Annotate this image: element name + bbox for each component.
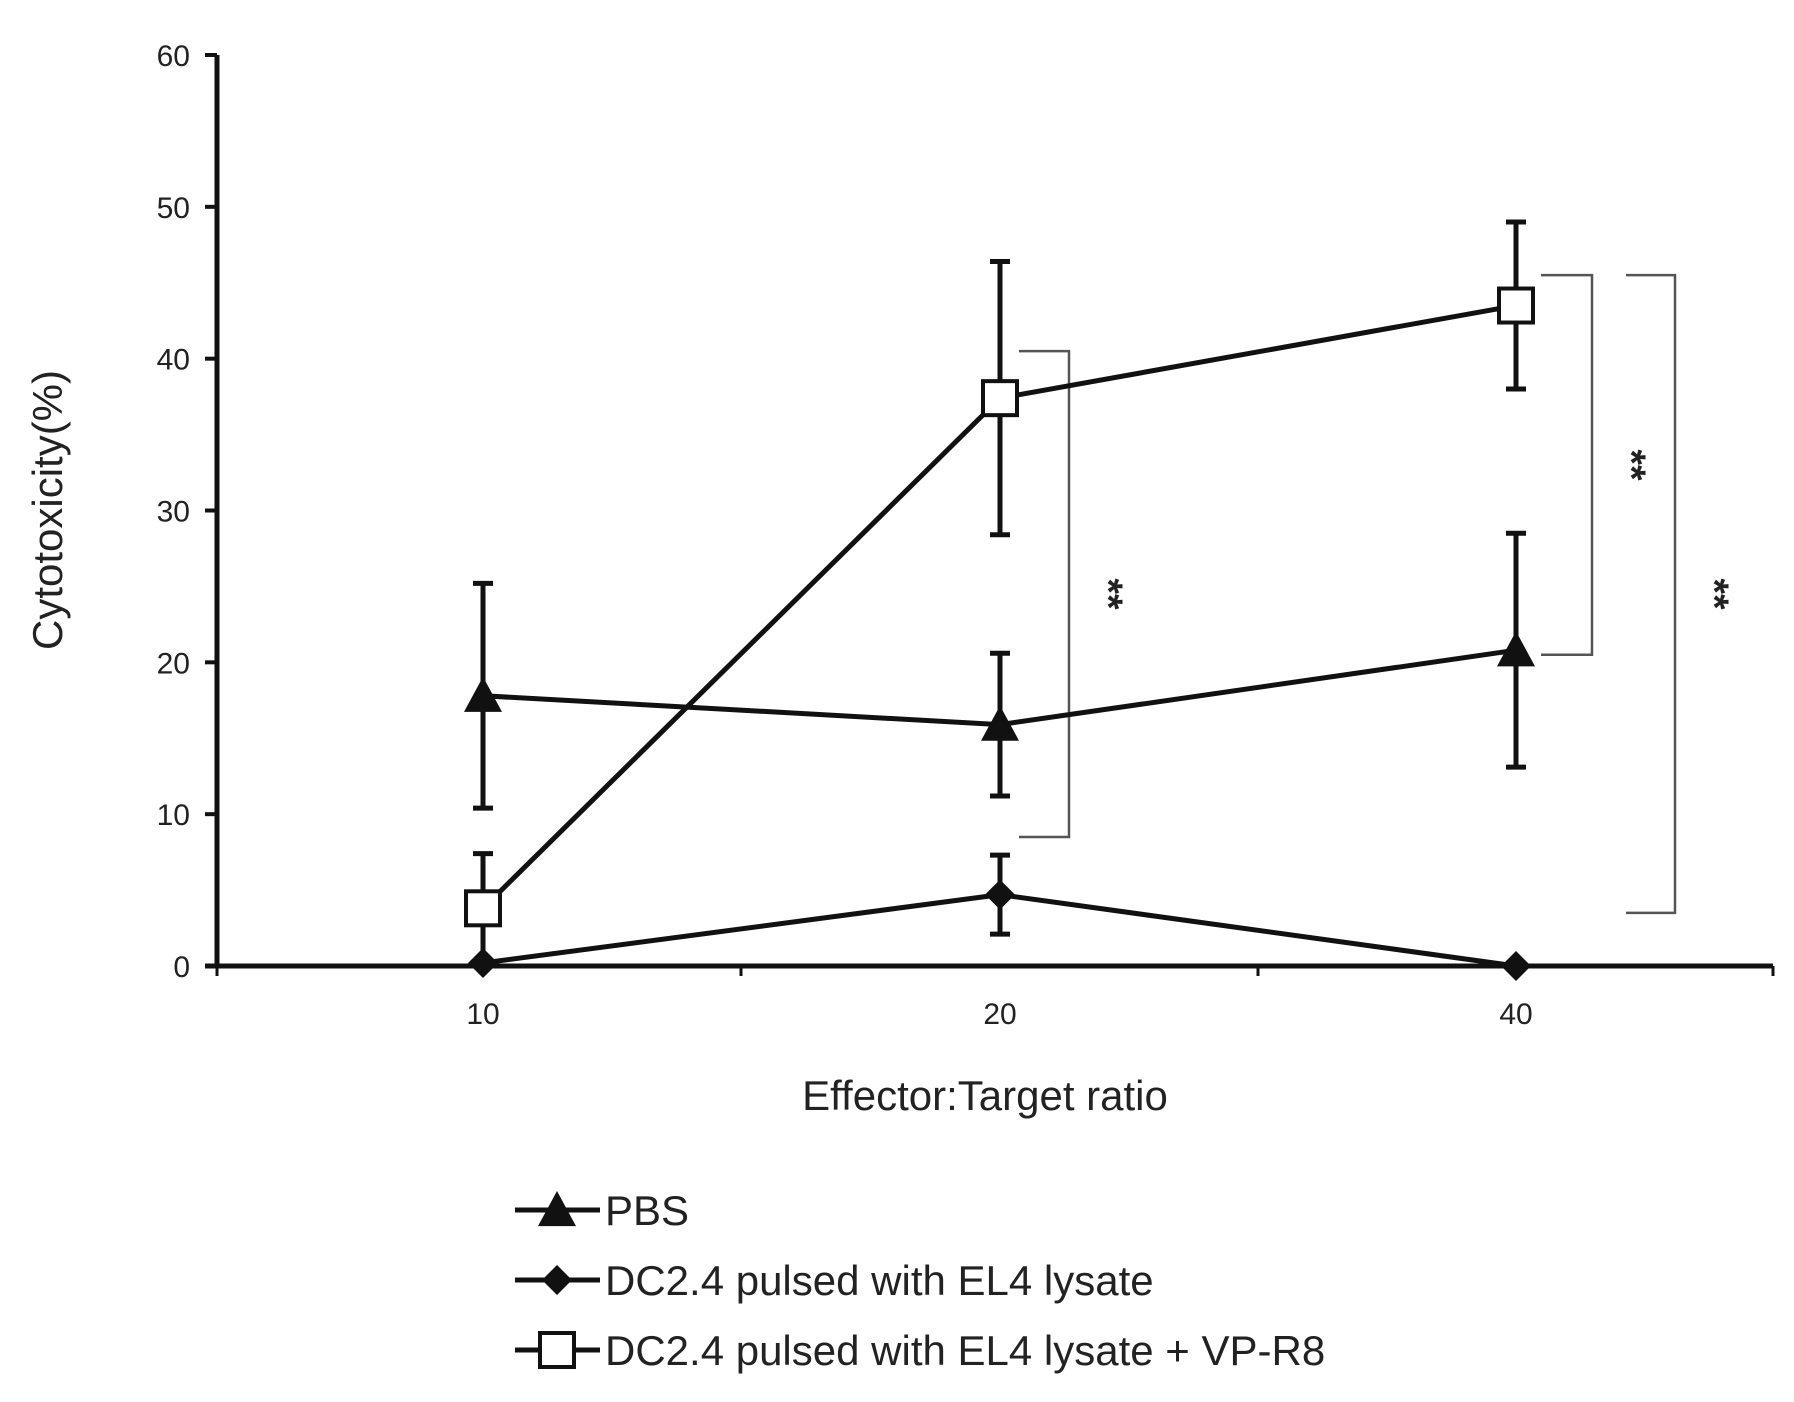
legend-item: DC2.4 pulsed with EL4 lysate	[515, 1257, 1154, 1304]
legend-item: PBS	[515, 1187, 689, 1234]
data-point	[1497, 286, 1535, 325]
significance-label: **	[1692, 578, 1736, 610]
series-3	[464, 219, 1535, 966]
legend-item: DC2.4 pulsed with EL4 lysate + VP-R8	[515, 1327, 1325, 1374]
legend-marker	[542, 1265, 572, 1295]
data-point	[464, 676, 502, 712]
significance-label: **	[1609, 449, 1653, 481]
legend-label: DC2.4 pulsed with EL4 lysate	[605, 1257, 1154, 1304]
x-axis-label: Effector:Target ratio	[802, 1072, 1168, 1119]
data-point	[1497, 631, 1535, 667]
y-tick-label: 50	[157, 192, 190, 225]
x-tick-label: 10	[466, 998, 499, 1031]
data-point	[1501, 951, 1531, 981]
data-point	[981, 379, 1019, 418]
significance-label: **	[1086, 578, 1130, 610]
data-point	[985, 879, 1015, 910]
legend-marker	[538, 1191, 576, 1227]
y-tick-label: 0	[173, 951, 190, 984]
y-tick-label: 40	[157, 344, 190, 377]
x-tick-label: 40	[1499, 998, 1532, 1031]
y-tick-label: 30	[157, 496, 190, 529]
series	[464, 219, 1535, 981]
legend: PBS DC2.4 pulsed with EL4 lysate DC2.4 pul…	[515, 1187, 1325, 1374]
data-point	[981, 705, 1019, 741]
series-1	[464, 530, 1535, 811]
significance-bracket	[1626, 273, 1677, 915]
significance-bracket	[1541, 273, 1594, 656]
legend-marker	[538, 1331, 576, 1369]
y-axis-label: Cytotoxicity(%)	[24, 370, 71, 650]
legend-label: PBS	[605, 1187, 689, 1234]
significance-bracket	[1019, 349, 1071, 839]
significance-brackets: ** ** **	[1019, 273, 1736, 915]
x-tick-label: 20	[983, 998, 1016, 1031]
y-tick-label: 60	[157, 40, 190, 73]
series-2	[468, 852, 1531, 981]
x-tick-labels: 10 20 40	[466, 998, 1532, 1031]
y-tick-label: 10	[157, 799, 190, 832]
y-tick-label: 20	[157, 647, 190, 680]
y-tick-labels: 0 10 20 30 40 50 60	[157, 40, 190, 984]
axes	[205, 53, 1775, 976]
data-point	[464, 889, 502, 928]
legend-label: DC2.4 pulsed with EL4 lysate + VP-R8	[605, 1327, 1325, 1374]
